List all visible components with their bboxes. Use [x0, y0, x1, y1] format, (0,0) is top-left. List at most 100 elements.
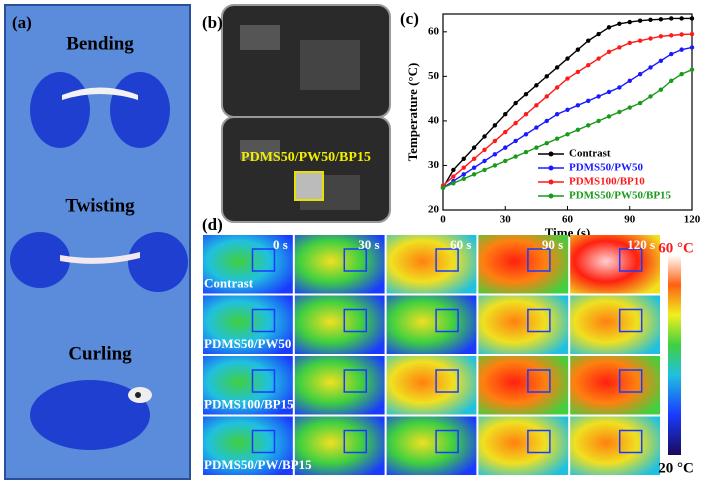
data-point [503, 112, 508, 117]
data-point [627, 19, 632, 25]
x-tick-label: 30 [500, 214, 512, 226]
item-label: Curling [68, 343, 132, 364]
data-point [648, 17, 653, 22]
thermal-image [294, 356, 385, 415]
data-point [637, 71, 643, 77]
y-tick-label: 30 [428, 159, 440, 171]
data-point [471, 156, 477, 161]
data-point [648, 65, 653, 70]
y-tick-label: 40 [428, 114, 440, 126]
data-point [627, 105, 632, 110]
thermal-component [618, 369, 643, 393]
legend-label: PDMS100/BP10 [569, 176, 645, 188]
data-point [689, 67, 695, 72]
data-point [503, 158, 508, 164]
data-point [606, 89, 612, 95]
data-point [596, 56, 601, 61]
row-label: PDMS100/BP15 [204, 396, 294, 411]
data-point [523, 149, 529, 155]
photo-twisting [10, 232, 188, 292]
data-point [606, 49, 612, 55]
data-point [554, 65, 560, 70]
data-point [534, 103, 539, 108]
y-tick-label: 50 [428, 70, 440, 82]
data-point [596, 94, 601, 99]
data-point [658, 17, 664, 22]
data-point [534, 83, 539, 88]
data-point [492, 123, 498, 128]
legend-label: PDMS50/PW50/BP15 [569, 190, 672, 202]
thermal-image [478, 416, 569, 475]
data-point [451, 174, 456, 179]
data-point [451, 167, 456, 173]
data-point [669, 51, 674, 57]
x-tick-label: 0 [440, 214, 446, 226]
data-point [461, 156, 466, 161]
time-label: 60 s [450, 237, 471, 252]
thermal-component [527, 369, 551, 393]
data-point [565, 107, 570, 112]
data-point [606, 25, 612, 30]
thermal-component [618, 248, 643, 272]
annotation: PDMS50/PW50/BP15 [241, 150, 371, 165]
data-point [575, 103, 581, 108]
data-point [461, 165, 466, 170]
data-point [637, 38, 643, 43]
x-tick-label: 120 [684, 214, 701, 226]
data-point [482, 134, 487, 139]
data-point [689, 45, 695, 50]
item-label: Bending [66, 33, 134, 54]
data-point [554, 85, 560, 90]
thermal-image [478, 295, 569, 354]
thermal-grid: 0 s 30 s 60 s 90 s 120 s Contrast PDMS50/PW50 P… [203, 235, 660, 475]
data-point [544, 118, 549, 124]
data-point [534, 145, 539, 150]
time-label: 0 s [273, 237, 288, 252]
data-point [586, 123, 591, 128]
thermal-image [386, 295, 477, 354]
data-point [461, 172, 466, 177]
data-point [544, 94, 549, 99]
row-label: Contrast [204, 275, 254, 290]
data-point [575, 127, 581, 133]
series-line [442, 69, 693, 189]
data-point [679, 71, 684, 77]
thermal-component [343, 429, 368, 454]
thermal-component [251, 308, 276, 333]
legend-marker [548, 165, 554, 171]
thermal-component [251, 429, 276, 454]
data-point [482, 167, 487, 173]
data-point [565, 56, 570, 61]
data-point [658, 87, 664, 92]
legend-marker [548, 193, 554, 199]
thermal-image [203, 295, 293, 354]
legend-marker [548, 151, 554, 157]
data-point [513, 120, 518, 126]
item-label: Twisting [65, 195, 135, 216]
data-point [637, 100, 643, 106]
thermal-image [570, 235, 660, 294]
thermal-image [386, 356, 477, 415]
row-label: PDMS50/PW/BP15 [204, 457, 312, 472]
thermal-component [618, 308, 643, 333]
colorbar [668, 255, 681, 455]
data-point [679, 47, 684, 52]
thermal-image [203, 235, 293, 294]
data-point [513, 154, 518, 159]
thermal-image [294, 235, 385, 294]
data-point [689, 31, 695, 37]
thermal-component [343, 369, 368, 393]
data-point [492, 152, 498, 157]
data-point [492, 138, 498, 144]
thermal-component [618, 429, 643, 454]
data-point [679, 32, 684, 37]
thermal-component [435, 248, 459, 272]
data-point [617, 109, 622, 115]
data-point [689, 16, 695, 21]
thermal-image [570, 295, 660, 354]
data-point [596, 31, 601, 37]
data-point [648, 94, 653, 99]
thermal-component [251, 369, 276, 393]
